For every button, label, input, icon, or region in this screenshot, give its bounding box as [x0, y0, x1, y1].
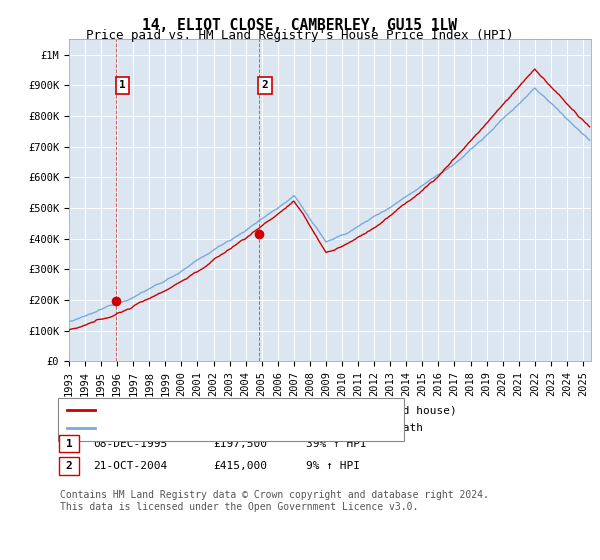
Text: 14, ELIOT CLOSE, CAMBERLEY, GU15 1LW (detached house): 14, ELIOT CLOSE, CAMBERLEY, GU15 1LW (de…	[99, 405, 457, 416]
Text: HPI: Average price, detached house, Surrey Heath: HPI: Average price, detached house, Surr…	[99, 423, 423, 433]
Text: 1: 1	[119, 80, 126, 90]
Text: 21-OCT-2004: 21-OCT-2004	[93, 461, 167, 471]
Text: Price paid vs. HM Land Registry's House Price Index (HPI): Price paid vs. HM Land Registry's House …	[86, 29, 514, 42]
Text: 14, ELIOT CLOSE, CAMBERLEY, GU15 1LW: 14, ELIOT CLOSE, CAMBERLEY, GU15 1LW	[143, 18, 458, 33]
Text: 9% ↑ HPI: 9% ↑ HPI	[306, 461, 360, 471]
Text: Contains HM Land Registry data © Crown copyright and database right 2024.
This d: Contains HM Land Registry data © Crown c…	[60, 490, 489, 512]
Text: £197,500: £197,500	[213, 438, 267, 449]
Text: 2: 2	[65, 461, 73, 471]
Text: 2: 2	[262, 80, 268, 90]
Text: 39% ↑ HPI: 39% ↑ HPI	[306, 438, 367, 449]
Text: 08-DEC-1995: 08-DEC-1995	[93, 438, 167, 449]
Text: £415,000: £415,000	[213, 461, 267, 471]
Text: 1: 1	[65, 438, 73, 449]
